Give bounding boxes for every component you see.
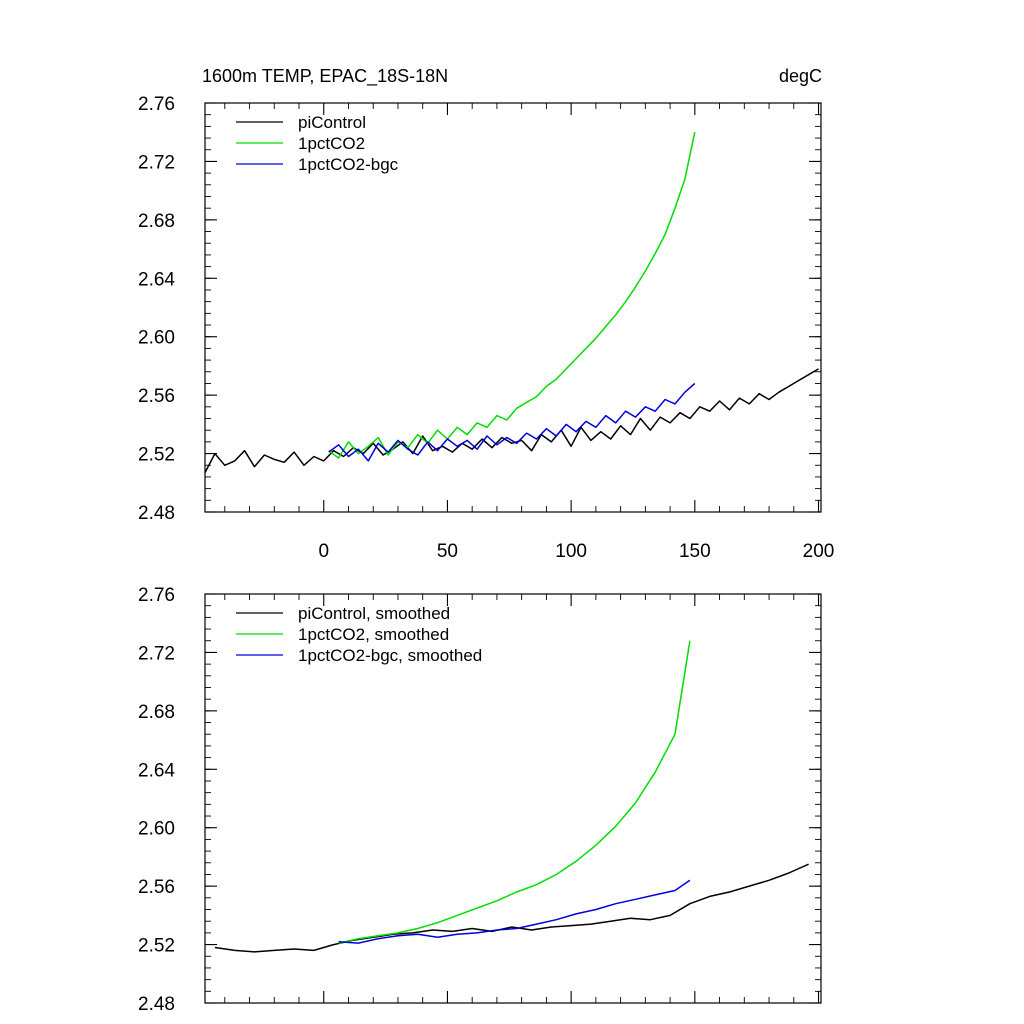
legend-label-1pctco2-smoothed: 1pctCO2, smoothed (298, 625, 449, 644)
y-tick-label: 2.64 (138, 760, 175, 781)
legend-label-picontrol-smoothed: piControl, smoothed (298, 604, 450, 623)
units-label: degC (779, 66, 822, 86)
plot-frame (204, 593, 822, 1004)
y-tick-label: 2.60 (138, 819, 175, 840)
x-tick-label: 100 (555, 541, 587, 562)
bottom-panel: 2.48 2.52 2.56 2.60 2.64 2.68 2.72 2.76 piContr… (138, 585, 822, 1015)
series-group (214, 640, 809, 953)
legend: piControl, smoothed 1pctCO2, smoothed 1p… (236, 604, 482, 665)
y-tick-label: 2.56 (138, 877, 175, 898)
series-line-picontrol-smoothed (214, 863, 809, 953)
x-tick-label: 0 (318, 541, 329, 562)
series-line-1pctco2-bgc-smoothed (338, 879, 691, 944)
x-tick-label: 200 (803, 541, 835, 562)
y-tick-label: 2.48 (138, 503, 175, 524)
y-tick-label: 2.52 (138, 936, 175, 957)
plot-frame (204, 102, 822, 513)
series-line-1pctco2-smoothed (338, 640, 691, 944)
series-line-1pctco2-bgc (328, 382, 696, 462)
series-line-1pctco2 (328, 132, 696, 459)
legend-label-picontrol: piControl (298, 113, 366, 132)
y-tick-label: 2.76 (138, 94, 175, 115)
y-tick-label: 2.52 (138, 445, 175, 466)
y-tick-label: 2.60 (138, 328, 175, 349)
legend: piControl 1pctCO2 1pctCO2-bgc (236, 113, 399, 174)
legend-label-1pctco2-bgc: 1pctCO2-bgc (298, 155, 399, 174)
axes-group: 2.48 2.52 2.56 2.60 2.64 2.68 2.72 2.76 (138, 585, 822, 1015)
chart-title: 1600m TEMP, EPAC_18S-18N (202, 66, 448, 87)
y-tick-label: 2.76 (138, 585, 175, 606)
legend-label-1pctco2: 1pctCO2 (298, 134, 365, 153)
y-tick-label: 2.68 (138, 211, 175, 232)
y-tick-label: 2.64 (138, 269, 175, 290)
x-tick-label: 150 (679, 541, 711, 562)
x-tick-label: 50 (437, 541, 458, 562)
y-tick-label: 2.56 (138, 386, 175, 407)
top-panel: 1600m TEMP, EPAC_18S-18N degC 2.482.522.… (138, 66, 834, 562)
legend-label-1pctco2-bgc-smoothed: 1pctCO2-bgc, smoothed (298, 646, 482, 665)
y-tick-label: 2.68 (138, 702, 175, 723)
series-line-picontrol (204, 368, 819, 473)
y-tick-label: 2.48 (138, 994, 175, 1015)
series-group (204, 132, 819, 473)
y-tick-label: 2.72 (138, 152, 175, 173)
axes-group: 2.48 2.52 2.56 2.60 2.64 2.68 2.72 2.76 0 50 100 15… (138, 94, 834, 562)
y-tick-label: 2.72 (138, 643, 175, 664)
